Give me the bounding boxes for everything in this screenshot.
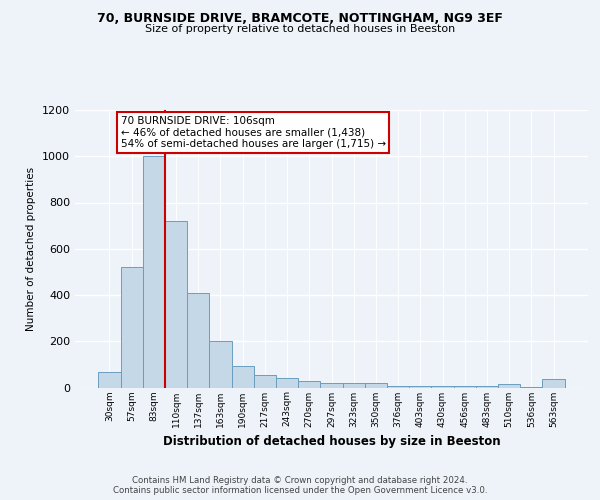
Bar [542,380,565,388]
Bar [365,384,387,388]
Text: Contains HM Land Registry data © Crown copyright and database right 2024.: Contains HM Land Registry data © Crown c… [132,476,468,485]
Bar [121,267,143,388]
Text: Contains public sector information licensed under the Open Government Licence v3: Contains public sector information licen… [113,486,487,495]
Bar [232,366,254,388]
Bar [520,387,542,388]
Text: 70, BURNSIDE DRIVE, BRAMCOTE, NOTTINGHAM, NG9 3EF: 70, BURNSIDE DRIVE, BRAMCOTE, NOTTINGHAM… [97,12,503,26]
Bar [431,386,454,388]
Bar [343,383,365,388]
Bar [98,372,121,388]
Bar [143,156,165,388]
Text: 70 BURNSIDE DRIVE: 106sqm
← 46% of detached houses are smaller (1,438)
54% of se: 70 BURNSIDE DRIVE: 106sqm ← 46% of detac… [121,116,386,149]
Bar [387,386,409,388]
Bar [209,341,232,388]
X-axis label: Distribution of detached houses by size in Beeston: Distribution of detached houses by size … [163,435,500,448]
Bar [498,384,520,388]
Bar [320,383,343,388]
Bar [187,292,209,388]
Bar [409,386,431,388]
Bar [165,221,187,388]
Bar [476,386,498,388]
Bar [454,386,476,388]
Y-axis label: Number of detached properties: Number of detached properties [26,166,37,331]
Bar [276,378,298,388]
Bar [254,375,276,388]
Text: Size of property relative to detached houses in Beeston: Size of property relative to detached ho… [145,24,455,34]
Bar [298,380,320,388]
